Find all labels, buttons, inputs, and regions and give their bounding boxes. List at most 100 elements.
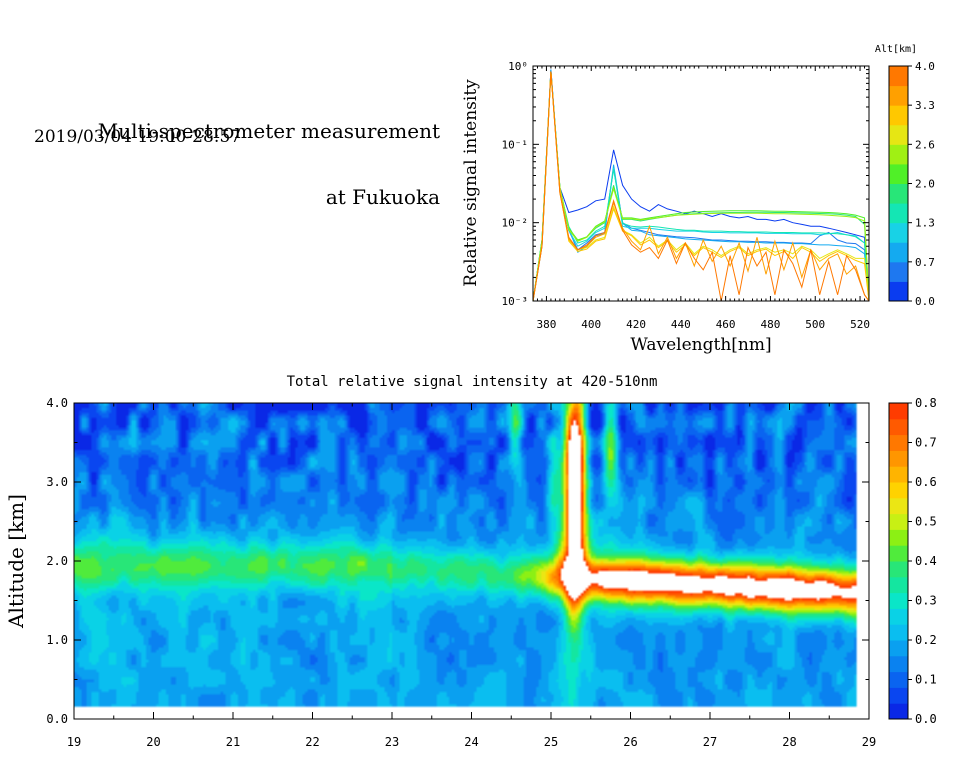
heatmap-xtick-label: 21 [226, 735, 240, 749]
spectrum-xtick-label: 480 [761, 318, 781, 331]
spectrum-colorbar-tick-label: 0.7 [915, 256, 935, 269]
heatmap-colorbar-swatch [889, 671, 908, 688]
spectrum-colorbar-swatch [889, 124, 908, 145]
spectrum-xtick-label: 500 [805, 318, 825, 331]
heatmap-xtick-label: 20 [146, 735, 160, 749]
spectrum-colorbar: 0.0 0.7 1.3 2.0 2.6 3.3 4.0 Alt[km] [875, 44, 935, 308]
spectrum-xtick-label: 420 [626, 318, 646, 331]
heatmap-ytick-label: 2.0 [46, 554, 68, 568]
heatmap-colorbar-swatch [889, 576, 908, 594]
heatmap-colorbar-swatch [889, 592, 908, 609]
heatmap-colorbar-swatch [889, 529, 908, 546]
heatmap-xtick-label: 25 [544, 735, 558, 749]
spectrum-colorbar-swatch [889, 183, 908, 204]
spectrum-xtick-label: 440 [671, 318, 691, 331]
heatmap-colorbar-swatch [889, 434, 908, 451]
spectrum-ytick-label: 10⁻² [502, 217, 529, 230]
spectrum-xlabel: Wavelength[nm] [630, 335, 771, 355]
heatmap-xtick-label: 22 [305, 735, 319, 749]
spectrum-series-group [533, 69, 869, 301]
heatmap-ytick-label: 0.0 [46, 712, 68, 726]
heatmap-colorbar-swatch [889, 466, 908, 483]
spectrum-colorbar-swatch [889, 85, 908, 106]
heatmap-title: Total relative signal intensity at 420-5… [287, 374, 658, 390]
heatmap-ytick-label: 4.0 [46, 396, 68, 410]
heatmap-colorbar-swatch [889, 418, 908, 436]
heatmap-colorbar-swatch [889, 640, 908, 657]
heatmap-xtick-label: 23 [385, 735, 399, 749]
heatmap-colorbar-tick-label: 0.5 [915, 515, 937, 529]
title-line-2: at Fukuoka [325, 185, 440, 209]
heatmap-colorbar-tick-label: 0.8 [915, 396, 937, 410]
spectrum-plot-frame [532, 65, 870, 302]
heatmap-colorbar-tick-label: 0.7 [915, 436, 937, 450]
heatmap-colorbar: 0.0 0.1 0.2 0.3 0.4 0.5 0.6 0.7 0.8 [888, 396, 937, 726]
spectrum-ytick-label: 10⁻³ [502, 295, 529, 308]
spectrum-xtick-label: 460 [716, 318, 736, 331]
heatmap-colorbar-swatch [889, 608, 908, 625]
spectrum-plot: 380 400 420 440 460 480 500 52010⁻³10⁻²10⁻¹10⁰ … [461, 60, 870, 355]
spectrum-colorbar-frame [888, 65, 909, 302]
spectrum-colorbar-swatch [889, 203, 908, 224]
spectrum-colorbar-swatch [889, 242, 908, 263]
spectrum-colorbar-tick-label: 2.6 [915, 138, 935, 151]
spectrum-xtick-label: 520 [850, 318, 870, 331]
heatmap-ylabel: Altitude [km] [4, 494, 28, 629]
heatmap-colorbar-swatch [889, 403, 908, 420]
heatmap-xtick-label: 24 [464, 735, 478, 749]
heatmap-xtick-label: 27 [703, 735, 717, 749]
spectrum-colorbar-tick-label: 2.0 [915, 178, 935, 191]
title-line-1: Multi-spectrometer measurement [97, 119, 440, 143]
heatmap-colorbar-frame [888, 402, 909, 720]
spectrum-colorbar-swatch [889, 163, 908, 184]
date-range: 2019/03/04 19:00-28:57 [34, 127, 242, 147]
spectrum-series-8 [533, 71, 869, 301]
spectrum-series-11 [533, 71, 869, 301]
spectrum-colorbar-swatch [889, 105, 908, 126]
spectrum-xtick-label: 400 [581, 318, 601, 331]
spectrum-colorbar-swatch [889, 281, 908, 302]
heatmap-ytick-label: 3.0 [46, 475, 68, 489]
spectrum-series-10 [533, 71, 869, 301]
heatmap-colorbar-swatch [889, 450, 908, 467]
spectrum-colorbar-swatch [889, 66, 908, 87]
spectrum-series-3 [533, 71, 869, 301]
heatmap-plot: Total relative signal intensity at 420-5… [4, 374, 876, 749]
heatmap-ytick-label: 1.0 [46, 633, 68, 647]
heatmap-colorbar-tick-label: 0.3 [915, 594, 937, 608]
spectrum-colorbar-tick-label: 1.3 [915, 217, 935, 230]
heatmap-colorbar-swatch [889, 561, 908, 578]
spectrum-colorbar-label: Alt[km] [875, 44, 917, 55]
spectrum-series-4 [533, 71, 869, 301]
heatmap-colorbar-tick-label: 0.1 [915, 673, 937, 687]
spectrum-colorbar-tick-label: 3.3 [915, 99, 935, 112]
spectrum-ytick-label: 10⁰ [508, 60, 528, 73]
spectrum-ticks: 380 400 420 440 460 480 500 520 10⁻³ 10⁻² 10⁻¹ 10⁰ [502, 60, 870, 331]
spectrum-colorbar-swatch [889, 222, 908, 243]
heatmap-ticks: 19 20 21 22 23 24 25 26 27 28 29 0.0 1.0 2.0 3.0 4.0 [46, 396, 876, 749]
spectrum-colorbar-tick-label: 4.0 [915, 60, 935, 73]
heatmap-colorbar-swatch [889, 624, 908, 641]
spectrum-series-9 [533, 71, 869, 301]
heatmap-xtick-label: 29 [862, 735, 876, 749]
heatmap-colorbar-swatch [889, 655, 908, 673]
spectrum-colorbar-swatch [889, 144, 908, 165]
heatmap-xtick-label: 28 [782, 735, 796, 749]
heatmap-xtick-label: 26 [623, 735, 637, 749]
heatmap-colorbar-swatch [889, 513, 908, 530]
heatmap-colorbar-tick-label: 0.6 [915, 475, 937, 489]
spectrum-colorbar-swatch [889, 261, 908, 282]
heatmap-colorbar-tick-label: 0.4 [915, 554, 937, 568]
heatmap-colorbar-swatch [889, 545, 908, 562]
heatmap-raster [74, 403, 869, 719]
spectrum-xtick-label: 380 [537, 318, 557, 331]
heatmap-colorbar-tick-label: 0.2 [915, 633, 937, 647]
heatmap-colorbar-tick-label: 0.0 [915, 712, 937, 726]
heatmap-colorbar-swatch [889, 703, 908, 720]
heatmap-colorbar-swatch [889, 687, 908, 704]
heatmap-colorbar-swatch [889, 497, 908, 515]
heatmap-colorbar-swatch [889, 482, 908, 499]
spectrum-ytick-label: 10⁻¹ [502, 138, 529, 151]
spectrum-series-7 [533, 71, 869, 301]
